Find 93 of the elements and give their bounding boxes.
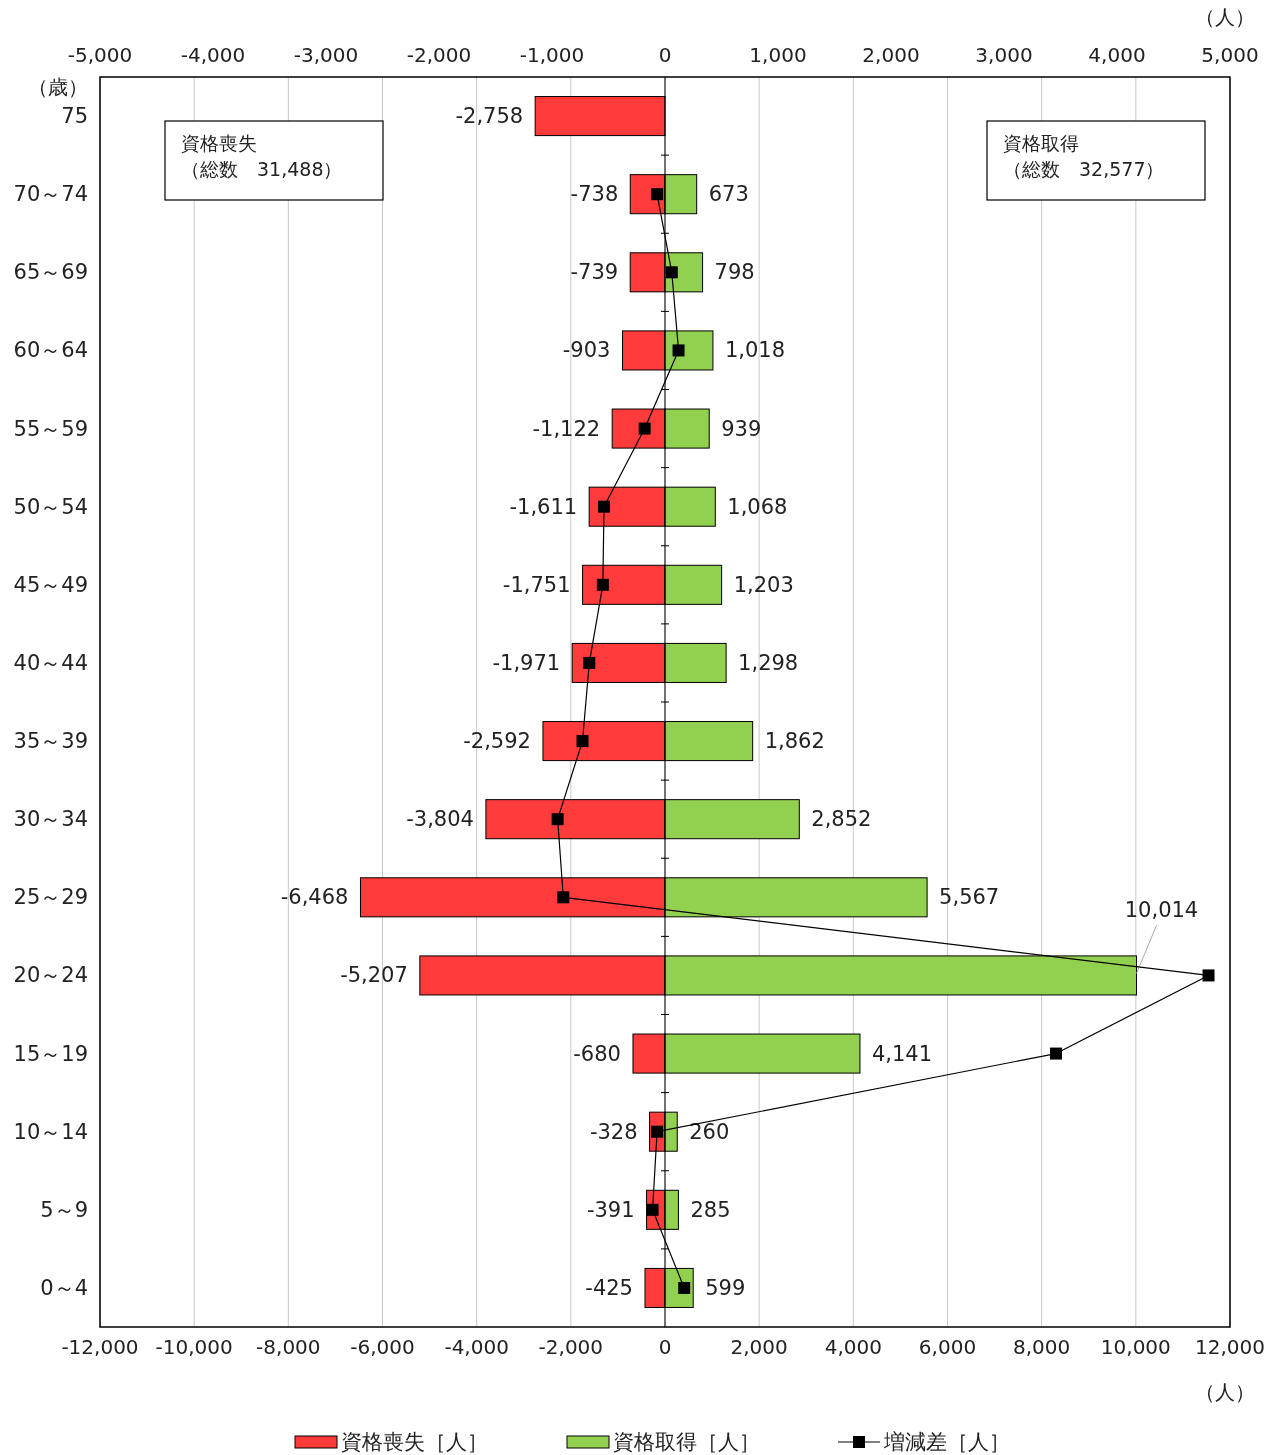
y-tick-label: 45～49 [13, 572, 88, 597]
y-tick-label: 55～59 [13, 416, 88, 441]
annotation: 資格取得 [1003, 132, 1079, 154]
x2-tick-label: 5,000 [1201, 43, 1259, 67]
x2-axis-title: （人） [1195, 5, 1255, 29]
data-label: 1,298 [738, 650, 799, 675]
x-tick-label: 10,000 [1100, 1335, 1171, 1359]
x-axis-title: （人） [1195, 1380, 1255, 1404]
x2-tick-label: 0 [658, 43, 672, 67]
y-tick-label: 0～4 [40, 1275, 88, 1300]
x2-tick-label: -3,000 [293, 43, 359, 67]
data-label: 4,141 [871, 1041, 933, 1066]
data-label: 260 [689, 1119, 730, 1144]
data-label: 1,018 [724, 338, 786, 363]
data-label: -425 [585, 1275, 633, 1300]
data-label: -739 [570, 260, 619, 285]
x2-tick-label: -2,000 [406, 43, 472, 67]
legend-label: 増減差［人］ [883, 1430, 1010, 1454]
y-tick-label: 65～69 [13, 260, 88, 285]
data-label: -903 [562, 338, 611, 363]
x2-tick-label: 2,000 [862, 43, 920, 67]
data-label: 10,014 [1124, 898, 1199, 923]
data-label: -3,804 [406, 807, 474, 832]
x-tick-label: -12,000 [61, 1335, 139, 1359]
data-label: 2,852 [811, 807, 872, 832]
point [651, 188, 664, 201]
data-label: 599 [705, 1275, 746, 1300]
x-tick-label: -10,000 [155, 1335, 233, 1359]
data-label: -6,468 [280, 885, 349, 910]
point [597, 500, 610, 513]
x-tick-label: 6,000 [918, 1335, 977, 1359]
annotation: （総数 31,488） [181, 158, 343, 180]
y-tick-label: 35～39 [13, 729, 88, 754]
x-tick-label: 0 [658, 1335, 672, 1359]
point [1049, 1047, 1062, 1060]
data-label: -5,207 [340, 963, 408, 988]
x2-tick-label: -4,000 [180, 43, 246, 67]
data-label: -680 [573, 1041, 621, 1066]
x-tick-label: 4,000 [824, 1335, 882, 1359]
point [557, 891, 570, 904]
point [583, 656, 596, 669]
y-tick-label: 75 [61, 104, 88, 129]
y-tick-label: 30～34 [13, 807, 88, 832]
data-label: -1,751 [502, 572, 571, 597]
x2-tick-label: -5,000 [67, 43, 133, 67]
x2-tick-label: 3,000 [975, 43, 1033, 67]
data-label: 1,862 [764, 729, 825, 754]
x2-tick-label: -1,000 [519, 43, 585, 67]
data-label: -1,611 [509, 494, 578, 519]
legend-label: 資格取得［人］ [613, 1430, 760, 1454]
data-label: 5,567 [939, 885, 1000, 910]
data-label: 285 [690, 1197, 731, 1222]
x-tick-label: -6,000 [350, 1335, 415, 1359]
data-label: -738 [570, 182, 619, 207]
data-label: 798 [714, 260, 755, 285]
x2-tick-label: 4,000 [1088, 43, 1146, 67]
x-tick-label: -2,000 [538, 1335, 604, 1359]
point [665, 266, 678, 279]
data-label: -2,758 [455, 104, 524, 129]
x-tick-label: -4,000 [444, 1335, 509, 1359]
data-label: -328 [589, 1119, 638, 1144]
y-axis-title: （歳） [28, 75, 88, 99]
data-label: 1,068 [727, 494, 788, 519]
y-tick-label: 50～54 [13, 494, 88, 519]
point [638, 422, 651, 435]
point [551, 813, 564, 826]
y-tick-label: 25～29 [13, 885, 88, 910]
x2-tick-label: 1,000 [749, 43, 807, 67]
data-label: -391 [586, 1197, 635, 1222]
annotation: （総数 32,577） [1003, 158, 1165, 180]
data-label: -1,122 [532, 416, 601, 441]
x-tick-label: 2,000 [730, 1335, 788, 1359]
data-label: -2,592 [463, 729, 531, 754]
y-tick-label: 5～9 [40, 1197, 88, 1222]
data-label: 1,203 [733, 572, 794, 597]
x-tick-label: 8,000 [1013, 1335, 1071, 1359]
point [596, 578, 609, 591]
y-tick-label: 40～44 [13, 650, 88, 675]
y-tick-label: 60～64 [13, 338, 88, 363]
y-tick-label: 10～14 [13, 1119, 88, 1144]
point [1202, 969, 1215, 982]
legend-label: 資格喪失［人］ [341, 1430, 488, 1454]
point [672, 344, 685, 357]
x-tick-label: 12,000 [1195, 1335, 1265, 1359]
y-tick-label: 20～24 [13, 963, 88, 988]
data-label: 673 [708, 182, 749, 207]
point [576, 735, 589, 748]
x-tick-label: -8,000 [256, 1335, 321, 1359]
data-label: -1,971 [492, 650, 561, 675]
annotation: 資格喪失 [181, 132, 257, 154]
data-label: 939 [721, 416, 762, 441]
y-tick-label: 15～19 [13, 1041, 88, 1066]
y-tick-label: 70～74 [13, 182, 88, 207]
